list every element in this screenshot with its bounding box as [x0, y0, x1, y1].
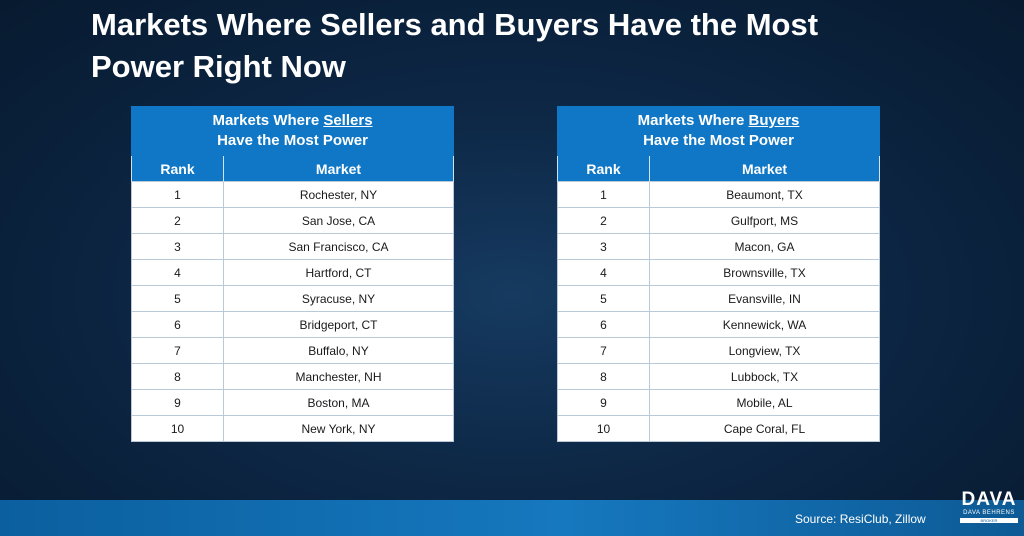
buyers-rank-cell: 2 [557, 207, 650, 234]
buyers-rank-cell: 4 [557, 259, 650, 286]
buyers-market-cell: Kennewick, WA [648, 311, 881, 338]
page-title: Markets Where Sellers and Buyers Have th… [91, 4, 951, 88]
sellers-rank-cell: 10 [131, 415, 224, 442]
buyers-table-row: 4 Brownsville, TX [557, 259, 881, 286]
sellers-table-row: 8 Manchester, NH [131, 363, 454, 390]
buyers-rank-cell: 8 [557, 363, 650, 390]
buyers-market-cell: Cape Coral, FL [648, 415, 881, 442]
buyers-rank-cell: 7 [557, 337, 650, 364]
buyers-market-cell: Beaumont, TX [648, 181, 881, 208]
sellers-rank-cell: 9 [131, 389, 224, 416]
sellers-rank-cell: 8 [131, 363, 224, 390]
page-title-line-2: Power Right Now [91, 49, 346, 84]
buyers-table-row: 3 Macon, GA [557, 233, 881, 260]
sellers-market-cell: Syracuse, NY [223, 285, 454, 312]
buyers-power-table: Markets Where Buyers Have the Most Power… [556, 106, 881, 442]
buyers-caption-prefix: Markets Where [637, 112, 749, 129]
buyers-table-row: 9 Mobile, AL [557, 389, 881, 416]
buyers-market-cell: Gulfport, MS [648, 207, 881, 234]
buyers-market-cell: Brownsville, TX [648, 259, 881, 286]
sellers-rank-cell: 5 [131, 285, 224, 312]
sellers-table-row: 2 San Jose, CA [131, 207, 454, 234]
sellers-table-body: 1 Rochester, NY 2 San Jose, CA 3 San Francisc… [131, 181, 454, 442]
sellers-table-row: 9 Boston, MA [131, 389, 454, 416]
buyers-market-cell: Longview, TX [648, 337, 881, 364]
page-title-line-1: Markets Where Sellers and Buyers Have th… [91, 7, 819, 42]
sellers-market-cell: Buffalo, NY [223, 337, 454, 364]
buyers-rank-cell: 3 [557, 233, 650, 260]
logo-broker-bar: Broker [960, 518, 1018, 523]
buyers-rank-header: Rank [557, 155, 650, 182]
sellers-rank-cell: 6 [131, 311, 224, 338]
buyers-market-cell: Lubbock, TX [648, 363, 881, 390]
sellers-market-cell: San Francisco, CA [223, 233, 454, 260]
buyers-market-cell: Macon, GA [648, 233, 881, 260]
sellers-market-cell: New York, NY [223, 415, 454, 442]
sellers-market-cell: Rochester, NY [223, 181, 454, 208]
sellers-table-row: 10 New York, NY [131, 415, 454, 442]
sellers-caption-line-2: Have the Most Power [217, 132, 368, 149]
sellers-rank-cell: 4 [131, 259, 224, 286]
sellers-caption-emphasis: Sellers [323, 112, 373, 129]
buyers-table-body: 1 Beaumont, TX 2 Gulfport, MS 3 Macon, GA 4 Bro… [557, 181, 881, 442]
sellers-market-cell: Hartford, CT [223, 259, 454, 286]
buyers-market-header: Market [648, 155, 881, 182]
sellers-caption-prefix: Markets Where [212, 112, 324, 129]
source-note: Source: ResiClub, Zillow [795, 512, 926, 526]
footer-bar: Source: ResiClub, Zillow [0, 500, 1024, 536]
brokerage-logo: DAVA Dava Behrens Broker [958, 490, 1020, 530]
sellers-market-header: Market [223, 155, 454, 182]
sellers-rank-cell: 2 [131, 207, 224, 234]
sellers-rank-cell: 1 [131, 181, 224, 208]
buyers-table-row: 7 Longview, TX [557, 337, 881, 364]
buyers-rank-cell: 5 [557, 285, 650, 312]
sellers-market-cell: Boston, MA [223, 389, 454, 416]
buyers-rank-cell: 6 [557, 311, 650, 338]
sellers-table-row: 4 Hartford, CT [131, 259, 454, 286]
buyers-table-row: 10 Cape Coral, FL [557, 415, 881, 442]
sellers-table-row: 6 Bridgeport, CT [131, 311, 454, 338]
buyers-market-cell: Evansville, IN [648, 285, 881, 312]
buyers-caption-line-2: Have the Most Power [643, 132, 794, 149]
buyers-table-caption: Markets Where Buyers Have the Most Power [556, 106, 881, 156]
buyers-market-cell: Mobile, AL [648, 389, 881, 416]
sellers-table-row: 3 San Francisco, CA [131, 233, 454, 260]
sellers-rank-cell: 7 [131, 337, 224, 364]
logo-wordmark: DAVA [961, 489, 1017, 510]
sellers-market-cell: Manchester, NH [223, 363, 454, 390]
buyers-caption-emphasis: Buyers [748, 112, 800, 129]
buyers-table-row: 5 Evansville, IN [557, 285, 881, 312]
sellers-table-row: 7 Buffalo, NY [131, 337, 454, 364]
sellers-market-cell: San Jose, CA [223, 207, 454, 234]
buyers-rank-cell: 9 [557, 389, 650, 416]
sellers-rank-header: Rank [131, 155, 224, 182]
buyers-rank-cell: 1 [557, 181, 650, 208]
sellers-rank-cell: 3 [131, 233, 224, 260]
sellers-market-cell: Bridgeport, CT [223, 311, 454, 338]
buyers-table-row: 1 Beaumont, TX [557, 181, 881, 208]
sellers-table-caption: Markets Where Sellers Have the Most Powe… [131, 106, 454, 156]
sellers-table-row: 1 Rochester, NY [131, 181, 454, 208]
buyers-table-row: 2 Gulfport, MS [557, 207, 881, 234]
buyers-rank-cell: 10 [557, 415, 650, 442]
sellers-table-row: 5 Syracuse, NY [131, 285, 454, 312]
buyers-table-row: 8 Lubbock, TX [557, 363, 881, 390]
logo-subtitle: Dava Behrens [963, 510, 1015, 516]
buyers-table-row: 6 Kennewick, WA [557, 311, 881, 338]
sellers-power-table: Markets Where Sellers Have the Most Powe… [131, 106, 454, 442]
